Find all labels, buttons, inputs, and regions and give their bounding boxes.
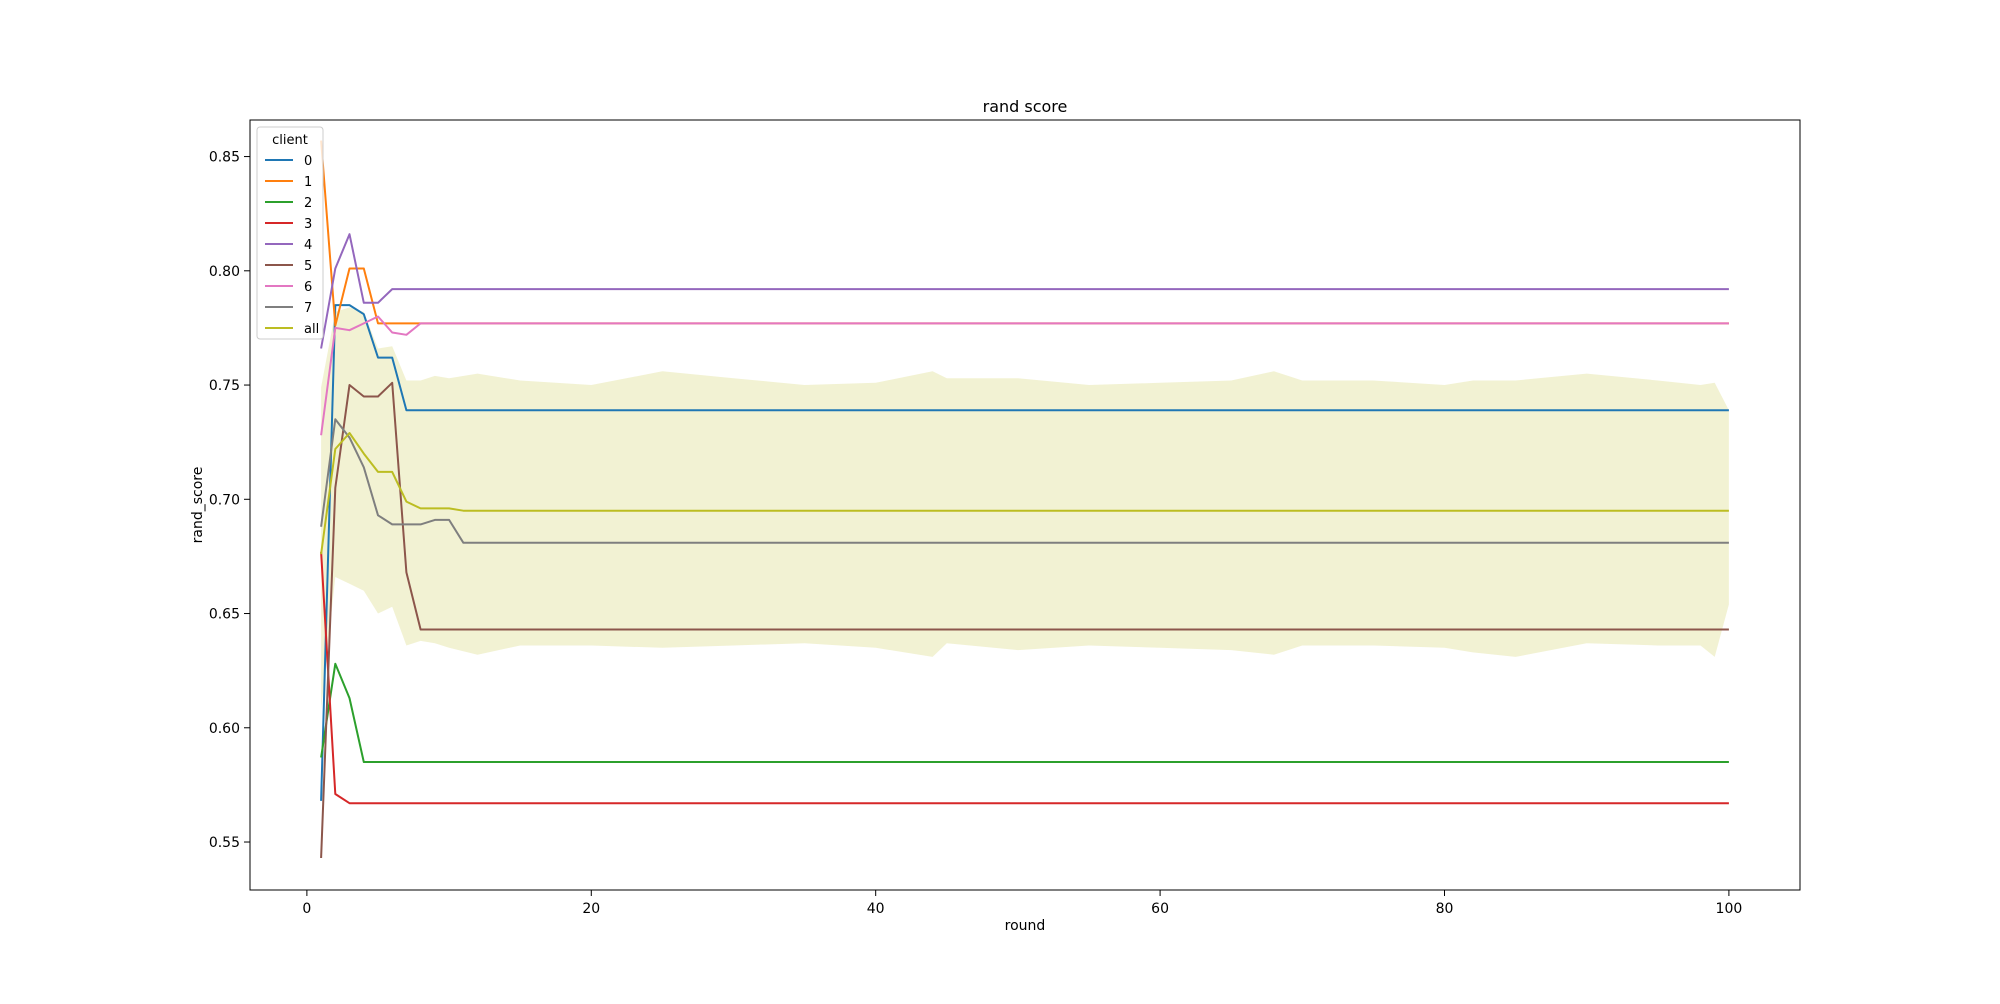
y-tick-label: 0.60 — [209, 721, 240, 737]
legend-items: 0 1 2 3 4 5 6 7 all — [265, 154, 319, 337]
x-axis: 0 20 40 60 80 100 — [302, 890, 1742, 917]
band-all — [321, 307, 1729, 710]
y-tick-label: 0.65 — [209, 607, 240, 623]
y-tick-label: 0.85 — [209, 150, 240, 166]
series-line-0 — [320, 304, 1729, 801]
legend-label-all: all — [304, 322, 319, 337]
series-line-3 — [320, 551, 1729, 805]
chart-title: rand score — [983, 97, 1068, 116]
x-tick-label: 40 — [867, 901, 885, 917]
series-line-5 — [320, 381, 1729, 859]
x-tick-label: 100 — [1716, 901, 1743, 917]
series-line-6 — [320, 315, 1729, 436]
y-axis-label: rand_score — [190, 467, 206, 544]
x-tick-label: 60 — [1151, 901, 1169, 917]
legend-label-2: 2 — [304, 196, 312, 211]
y-tick-label: 0.70 — [209, 492, 240, 508]
series-line-all — [320, 432, 1729, 555]
y-tick-label: 0.55 — [209, 835, 240, 851]
x-tick-label: 0 — [302, 901, 311, 917]
series-line-4 — [320, 233, 1729, 349]
legend: client 0 1 2 3 4 5 6 7 all — [256, 126, 324, 340]
y-axis: 0.55 0.60 0.65 0.70 0.75 0.80 0.85 — [209, 150, 250, 851]
y-tick-label: 0.80 — [209, 264, 240, 280]
legend-title: client — [272, 133, 308, 148]
y-tick-label: 0.75 — [209, 378, 240, 394]
series-line-2 — [320, 662, 1729, 763]
band-layer — [321, 307, 1729, 710]
x-tick-label: 80 — [1436, 901, 1454, 917]
legend-label-0: 0 — [304, 154, 312, 169]
x-axis-label: round — [1005, 918, 1046, 934]
legend-label-5: 5 — [304, 259, 312, 274]
legend-label-3: 3 — [304, 217, 312, 232]
legend-label-7: 7 — [304, 301, 312, 316]
legend-label-1: 1 — [304, 175, 312, 190]
legend-label-6: 6 — [304, 280, 312, 295]
series-layer — [320, 140, 1729, 859]
x-tick-label: 20 — [582, 901, 600, 917]
series-line-1 — [320, 140, 1729, 327]
legend-label-4: 4 — [304, 238, 312, 253]
plot-frame — [249, 119, 1801, 891]
